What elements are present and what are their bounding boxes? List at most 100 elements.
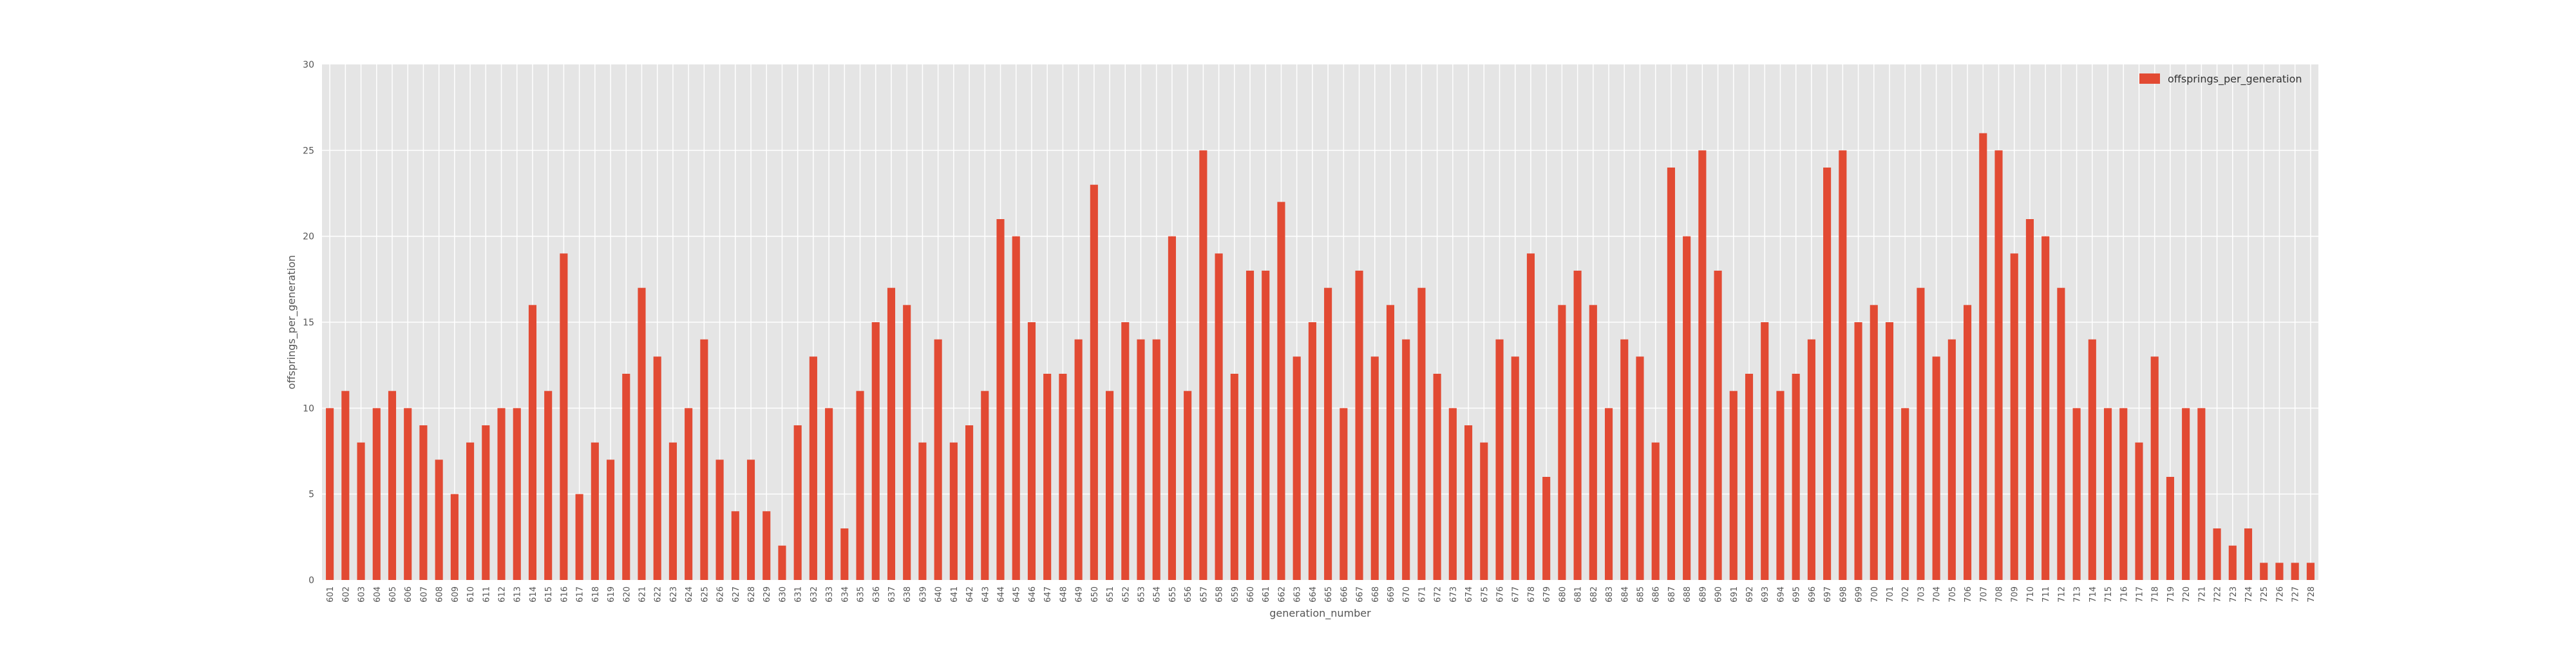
x-tick-label: 645 <box>1012 586 1022 603</box>
bar-653 <box>1137 339 1145 580</box>
x-tick-label: 663 <box>1293 586 1303 603</box>
bar-720 <box>2182 408 2190 580</box>
x-tick-label: 716 <box>2119 586 2129 603</box>
x-tick-label: 682 <box>1589 586 1599 603</box>
bar-717 <box>2135 442 2143 580</box>
x-tick-label: 658 <box>1215 586 1225 603</box>
x-tick-label: 713 <box>2073 586 2083 603</box>
bar-666 <box>1340 408 1348 580</box>
bar-724 <box>2244 528 2253 580</box>
bar-658 <box>1215 253 1223 580</box>
y-tick-label: 25 <box>303 146 314 156</box>
bar-705 <box>1947 339 1956 580</box>
bar-606 <box>404 408 412 580</box>
bar-612 <box>497 408 506 580</box>
x-tick-label: 712 <box>2057 586 2067 603</box>
x-tick-label: 671 <box>1417 586 1427 603</box>
bar-725 <box>2260 563 2268 580</box>
x-tick-label: 673 <box>1449 586 1459 603</box>
x-tick-label: 724 <box>2244 586 2254 603</box>
x-tick-label: 652 <box>1121 586 1131 603</box>
x-tick-label: 654 <box>1153 586 1162 603</box>
bar-703 <box>1917 287 1925 580</box>
legend-label: offsprings_per_generation <box>2168 73 2302 86</box>
x-tick-label: 655 <box>1168 586 1178 603</box>
x-tick-label: 677 <box>1511 586 1521 603</box>
x-tick-label: 718 <box>2151 586 2161 603</box>
bar-646 <box>1027 322 1036 580</box>
bar-709 <box>2010 253 2018 580</box>
x-tick-label: 603 <box>357 586 367 603</box>
x-tick-label: 643 <box>981 586 990 603</box>
x-tick-label: 621 <box>638 586 647 603</box>
x-tick-label: 620 <box>622 586 632 603</box>
x-tick-label: 678 <box>1527 586 1537 603</box>
bar-637 <box>887 287 896 580</box>
bar-611 <box>482 425 490 580</box>
x-tick-label: 720 <box>2182 586 2192 603</box>
bar-626 <box>715 459 724 580</box>
bar-647 <box>1043 374 1052 580</box>
bar-667 <box>1355 271 1363 580</box>
x-tick-label: 629 <box>762 586 772 603</box>
x-tick-label: 627 <box>732 586 741 603</box>
x-tick-label: 601 <box>326 586 336 603</box>
bar-688 <box>1683 236 1691 581</box>
x-tick-label: 675 <box>1480 586 1490 603</box>
x-tick-label: 686 <box>1652 586 1662 603</box>
bar-632 <box>809 356 817 580</box>
bar-676 <box>1495 339 1504 580</box>
bar-718 <box>2150 356 2159 580</box>
x-tick-label: 668 <box>1371 586 1381 603</box>
x-tick-label: 622 <box>654 586 663 603</box>
bar-694 <box>1776 391 1785 580</box>
bar-727 <box>2291 563 2299 580</box>
bar-669 <box>1386 305 1395 580</box>
bar-711 <box>2041 236 2050 581</box>
bar-721 <box>2197 408 2206 580</box>
x-tick-label: 642 <box>965 586 975 603</box>
bar-722 <box>2213 528 2221 580</box>
bar-656 <box>1184 391 1192 580</box>
bar-605 <box>388 391 397 580</box>
x-tick-label: 665 <box>1324 586 1334 603</box>
bar-683 <box>1604 408 1613 580</box>
legend: offsprings_per_generation <box>2139 73 2302 86</box>
x-tick-label: 647 <box>1043 586 1053 603</box>
x-tick-label: 633 <box>825 586 835 603</box>
bar-714 <box>2088 339 2096 580</box>
bar-726 <box>2275 563 2284 580</box>
bar-603 <box>357 442 365 580</box>
bar-619 <box>606 459 615 580</box>
x-tick-label: 640 <box>934 586 944 603</box>
x-tick-label: 631 <box>794 586 804 603</box>
legend-swatch <box>2139 73 2160 84</box>
x-axis-label: generation_number <box>1269 607 1371 620</box>
x-tick-label: 680 <box>1558 586 1567 603</box>
bar-654 <box>1152 339 1160 580</box>
x-tick-label: 697 <box>1823 586 1833 603</box>
x-tick-label: 685 <box>1636 586 1645 603</box>
x-tick-label: 704 <box>1933 586 1942 603</box>
x-tick-label: 623 <box>669 586 679 603</box>
bar-610 <box>466 442 475 580</box>
bar-707 <box>1979 133 1987 580</box>
bar-681 <box>1573 271 1582 580</box>
x-tick-label: 701 <box>1886 586 1895 603</box>
x-tick-label: 639 <box>918 586 928 603</box>
x-tick-label: 669 <box>1387 586 1396 603</box>
x-tick-label: 708 <box>1995 586 2005 603</box>
y-tick-label: 30 <box>303 60 314 70</box>
x-tick-label: 608 <box>435 586 445 603</box>
bar-716 <box>2119 408 2128 580</box>
x-tick-label: 692 <box>1745 586 1755 603</box>
x-tick-label: 714 <box>2088 586 2098 603</box>
bar-713 <box>2072 408 2081 580</box>
bars <box>326 133 2315 581</box>
x-tick-label: 664 <box>1309 586 1318 603</box>
x-tick-label: 711 <box>2041 586 2051 603</box>
x-tick-label: 626 <box>716 586 726 603</box>
x-tick-label: 699 <box>1855 586 1864 603</box>
y-tick-label: 10 <box>303 403 314 414</box>
